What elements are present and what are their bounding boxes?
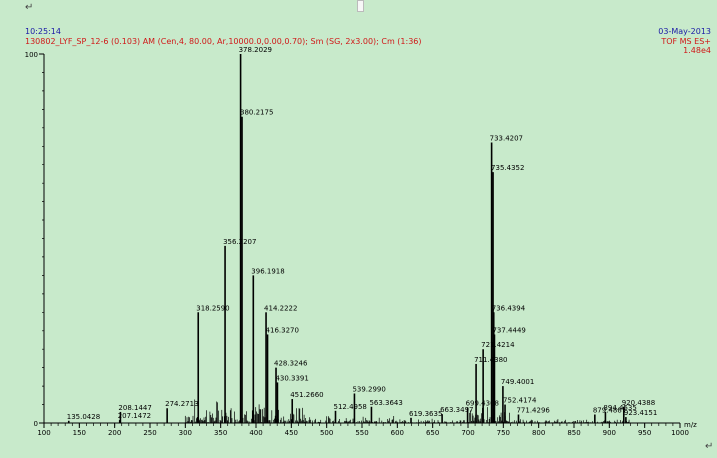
chart-axes: 100 150 200 250 300 350 400 450 500 550 600 650 700 7…: [25, 51, 698, 437]
return-mark-top: ↵: [25, 2, 34, 13]
x-tick-label: 450: [285, 429, 298, 437]
x-tick-label: 400: [249, 429, 262, 437]
peak-label: 920.4388: [622, 399, 655, 407]
x-tick-label: 600: [391, 429, 404, 437]
x-tick-label: 900: [603, 429, 616, 437]
x-tick-label: 750: [497, 429, 510, 437]
peak-label: 416.3270: [266, 326, 299, 334]
x-tick-label: 200: [108, 429, 121, 437]
y-tick-label: 0: [34, 420, 38, 428]
peak-label: 430.3391: [275, 374, 308, 382]
x-tick-label: 850: [567, 429, 580, 437]
peak-label: 894.4535: [603, 404, 636, 412]
x-tick-label: 250: [143, 429, 156, 437]
return-mark-bottom: ↵: [705, 441, 714, 452]
peak-label: 663.3497: [440, 406, 473, 414]
baseline-noise: [184, 399, 631, 423]
peak-label: 699.4308: [466, 400, 499, 408]
peak-label: 923.4151: [624, 409, 657, 417]
x-tick-label: 650: [426, 429, 439, 437]
peak-label: 711.4380: [474, 356, 507, 364]
peak-label: 563.3643: [369, 399, 402, 407]
ionization-mode: TOF MS ES+: [661, 37, 711, 46]
peak-label: 771.4296: [516, 407, 550, 415]
text-cursor-marker: [357, 0, 364, 12]
peak-label: 428.3246: [274, 360, 308, 368]
peak-label: 752.4174: [503, 397, 537, 405]
peak-label: 539.2990: [352, 385, 385, 393]
x-tick-label: 500: [320, 429, 333, 437]
peak-label: 207.1472: [118, 412, 151, 420]
x-tick-label: 700: [461, 429, 474, 437]
peak-label: 318.2590: [196, 304, 229, 312]
peak-label: 512.4958: [333, 403, 366, 411]
x-tick-label: 300: [179, 429, 192, 437]
peak-label: 733.4207: [490, 135, 523, 143]
peak-label: 736.4394: [492, 304, 526, 312]
x-tick-label: 1000: [671, 429, 689, 437]
y-tick-label: 100: [25, 51, 38, 59]
peak-label: 378.2029: [239, 46, 272, 54]
peak-label: 735.4352: [491, 164, 524, 172]
peak-label: 380.2175: [240, 109, 273, 117]
peak-series: [67, 54, 627, 423]
scan-description: 130802_LYF_SP_12-6 (0.103) AM (Cen,4, 80…: [25, 37, 422, 46]
x-axis-title: m/z: [684, 421, 697, 429]
peak-label: 619.3635: [409, 410, 442, 418]
acquisition-date: 03-May-2013: [658, 27, 711, 36]
peak-label: 208.1447: [118, 404, 151, 412]
x-tick-label: 100: [37, 429, 50, 437]
peak-label: 414.2222: [264, 304, 297, 312]
x-tick-label: 350: [214, 429, 227, 437]
x-tick-label: 550: [355, 429, 368, 437]
x-tick-label: 150: [73, 429, 86, 437]
acquisition-time: 10:25:14: [25, 27, 61, 36]
peak-label: 737.4449: [492, 326, 525, 334]
peak-label: 451.2660: [290, 391, 323, 399]
peak-label: 721.4214: [481, 341, 515, 349]
peak-label: 274.2713: [165, 400, 198, 408]
peak-label: 879.4887: [593, 407, 626, 415]
max-intensity: 1.48e4: [683, 46, 711, 55]
y-minor-ticks: [42, 53, 44, 424]
x-tick-label: 950: [638, 429, 651, 437]
x-tick-label: 800: [532, 429, 545, 437]
peak-label: 749.4001: [501, 378, 534, 386]
noise-path: [184, 399, 631, 423]
peak-label: 396.1918: [251, 267, 284, 275]
peak-label: 135.0428: [67, 413, 100, 421]
peak-label: 356.2207: [223, 238, 256, 246]
